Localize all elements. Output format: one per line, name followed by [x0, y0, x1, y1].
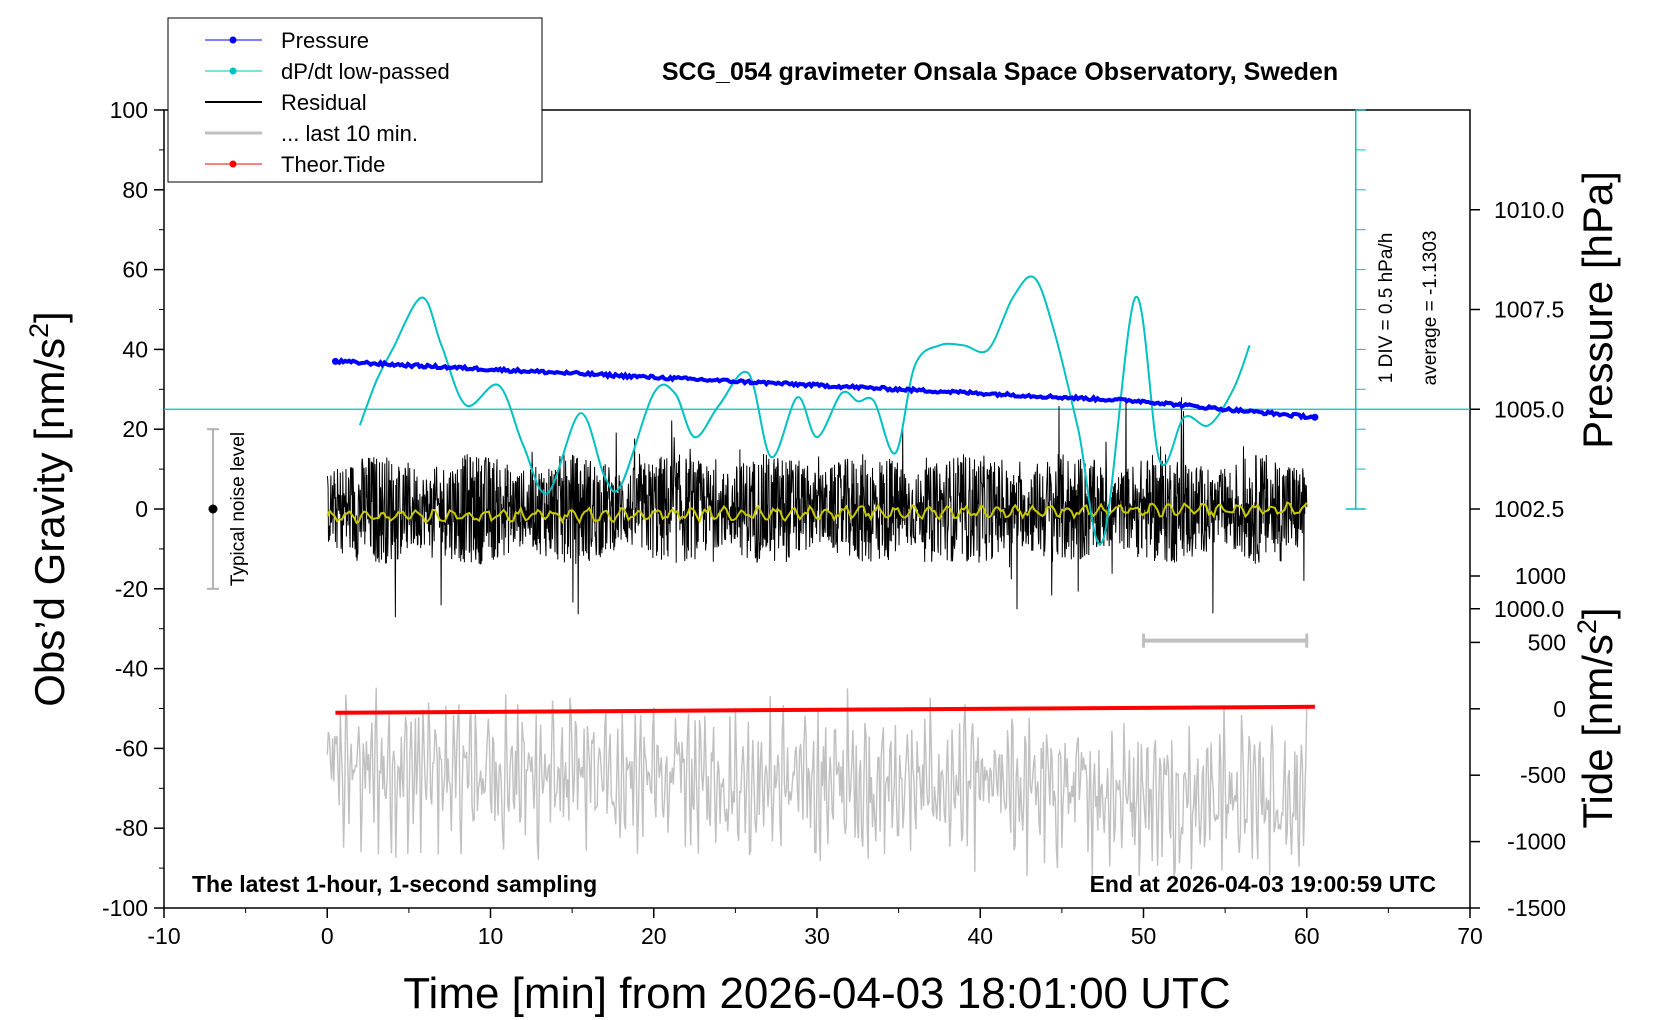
legend-label: dP/dt low-passed — [281, 59, 450, 84]
tide-tick-label: -500 — [1520, 762, 1566, 788]
legend: Pressure dP/dt low-passed Residual ... last… — [205, 28, 450, 177]
legend-swatch-dot — [229, 160, 237, 168]
annotation-noise-level: Typical noise level — [228, 432, 249, 586]
annotation-latest-hour: The latest 1-hour, 1-second sampling — [192, 871, 597, 897]
series-dpdt — [358, 275, 1251, 545]
y-tick-label: 20 — [122, 416, 148, 442]
y-label-left-end: ] — [26, 311, 73, 323]
y-tick-label: 100 — [110, 97, 148, 123]
tide-tick-label: 500 — [1528, 629, 1566, 655]
x-tick-label: 30 — [804, 923, 830, 949]
series-theor-tide — [335, 704, 1315, 715]
y-axis-label-left: Obs’d Gravity [nm/s2] — [24, 311, 73, 706]
y-label-tide-sup: 2 — [1572, 619, 1602, 634]
axes-group: -10 0 10 20 30 40 50 60 70100806040200-20-40-60-… — [102, 97, 1566, 949]
legend-label: Residual — [281, 90, 367, 115]
pressure-end-point — [1311, 413, 1319, 421]
y-label-tide-end: ] — [1574, 607, 1621, 619]
annotation-average: average = -1.1303 — [1420, 231, 1441, 386]
y-tick-label: -80 — [115, 815, 148, 841]
pressure-tick-label: 1010.0 — [1494, 197, 1564, 223]
legend-label: Pressure — [281, 28, 369, 53]
y-tick-label: 40 — [122, 336, 148, 362]
y-label-tide-main: Tide [nm/s — [1574, 634, 1621, 829]
series-last-10-min — [326, 687, 1308, 877]
pressure-start-point — [331, 357, 339, 365]
legend-swatch-dot — [229, 36, 237, 44]
y-tick-label: -60 — [115, 735, 148, 761]
y-tick-label: 0 — [135, 496, 148, 522]
x-tick-label: 20 — [641, 923, 667, 949]
y-axis-label-tide: Tide [nm/s2] — [1572, 607, 1621, 828]
chart-title: SCG_054 gravimeter Onsala Space Observat… — [662, 58, 1338, 86]
x-tick-label: 40 — [967, 923, 993, 949]
pressure-tick-label: 1007.5 — [1494, 297, 1564, 323]
pressure-tick-label: 1002.5 — [1494, 496, 1564, 522]
legend-box — [167, 17, 543, 183]
tide-tick-label: -1000 — [1507, 829, 1566, 855]
series-pressure — [334, 357, 1315, 421]
y-tick-label: 80 — [122, 177, 148, 203]
pressure-tick-label: 1005.0 — [1494, 396, 1564, 422]
marks-group — [164, 109, 1470, 877]
tide-tick-label: 1000 — [1515, 563, 1566, 589]
legend-swatch-dot — [229, 67, 237, 75]
y-axis-label-pressure: Pressure [hPa] — [1574, 171, 1621, 449]
legend-label: Theor.Tide — [281, 152, 385, 177]
annotation-end-time: End at 2026-04-03 19:00:59 UTC — [1090, 871, 1436, 897]
tide-tick-label: 0 — [1553, 696, 1566, 722]
series-residual — [326, 397, 1308, 618]
y-label-left-sup: 2 — [24, 323, 54, 338]
y-tick-label: -100 — [102, 895, 148, 921]
x-tick-label: 10 — [478, 923, 504, 949]
annotation-dpdt-scale: 1 DIV = 0.5 hPa/h — [1376, 233, 1397, 384]
x-tick-label: -10 — [147, 923, 180, 949]
legend-label: ... last 10 min. — [281, 121, 418, 146]
x-tick-label: 60 — [1294, 923, 1320, 949]
noise-level-center — [208, 504, 218, 514]
tide-tick-label: -1500 — [1507, 895, 1566, 921]
y-tick-label: 60 — [122, 257, 148, 283]
x-axis-label: Time [min] from 2026-04-03 18:01:00 UTC — [403, 969, 1230, 1018]
x-tick-label: 70 — [1457, 923, 1483, 949]
y-tick-label: -40 — [115, 656, 148, 682]
series-residual-smoothed — [326, 501, 1308, 525]
pressure-tick-label: 1000.0 — [1494, 596, 1564, 622]
y-tick-label: -20 — [115, 576, 148, 602]
x-tick-label: 50 — [1131, 923, 1157, 949]
x-tick-label: 0 — [321, 923, 334, 949]
y-label-left-main: Obs’d Gravity [nm/s — [26, 338, 73, 707]
